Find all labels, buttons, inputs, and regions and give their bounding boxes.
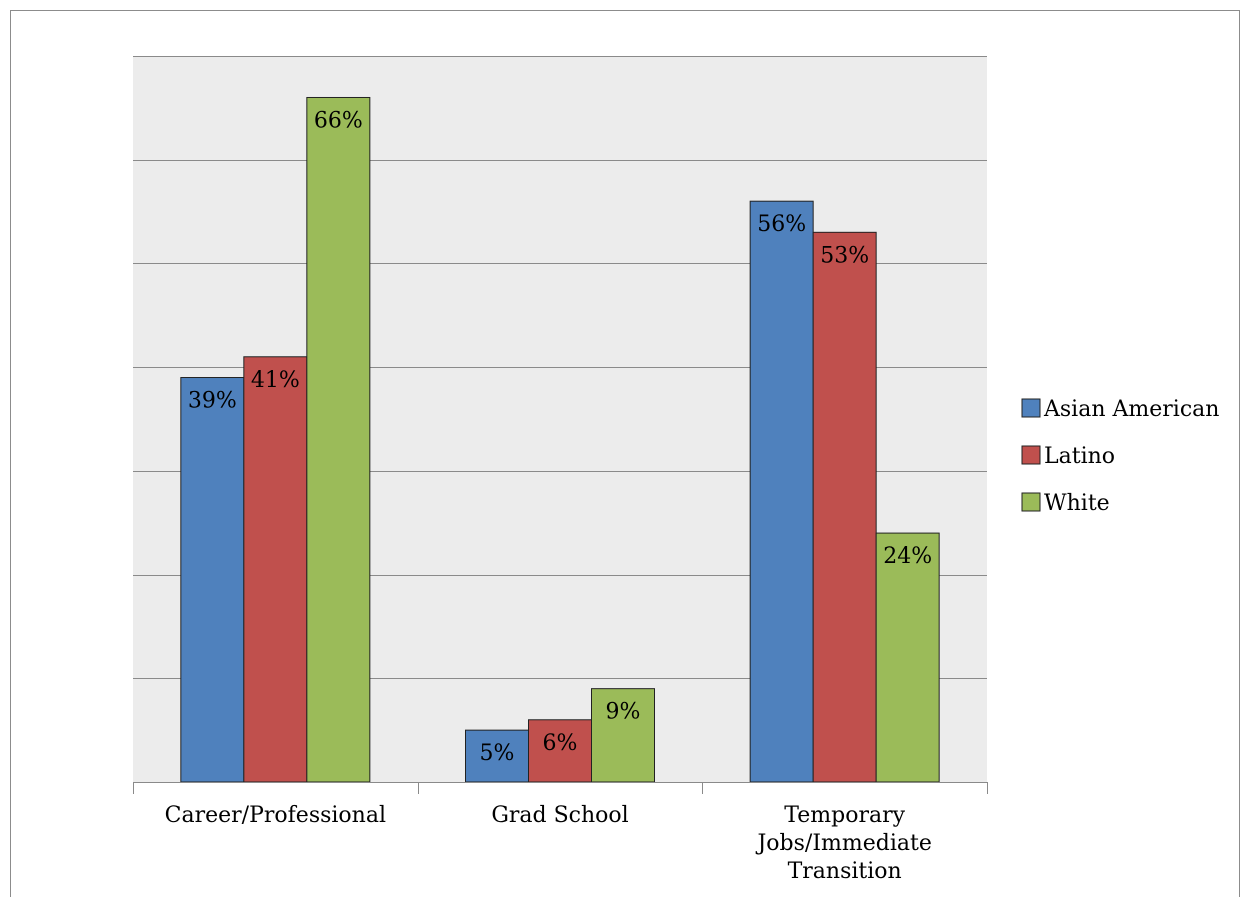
data-label: 56% bbox=[757, 212, 806, 237]
data-label: 41% bbox=[251, 368, 300, 393]
data-label: 9% bbox=[606, 700, 641, 725]
x-tick-label: Temporary Jobs/Immediate Transition bbox=[755, 803, 931, 884]
data-label: 66% bbox=[314, 108, 363, 133]
bar-white-1 bbox=[591, 688, 655, 783]
legend-swatch bbox=[1021, 492, 1041, 512]
data-label: 39% bbox=[188, 389, 237, 414]
bar-white-0 bbox=[306, 96, 371, 783]
bar-asian-american-0 bbox=[180, 377, 245, 783]
bar-latino-0 bbox=[243, 356, 308, 783]
data-label: 6% bbox=[543, 731, 578, 756]
legend-label: White bbox=[1044, 491, 1110, 516]
x-tick-label: Career/Professional bbox=[165, 803, 386, 828]
bars: 39% 5% 56% 41% 6% 53% 66% 9% 24% bbox=[180, 96, 940, 783]
bar-asian-american-1 bbox=[465, 729, 529, 783]
legend-swatch bbox=[1021, 445, 1041, 465]
bar-latino-2 bbox=[812, 231, 877, 783]
legend-swatch bbox=[1021, 398, 1041, 418]
data-label: 5% bbox=[480, 741, 515, 766]
legend-label: Asian American bbox=[1043, 397, 1219, 422]
data-label: 53% bbox=[820, 243, 869, 268]
bar-white-2 bbox=[875, 532, 940, 783]
legend: Asian American Latino White bbox=[1021, 397, 1219, 516]
bar-asian-american-2 bbox=[749, 200, 814, 783]
data-label: 24% bbox=[883, 544, 932, 569]
x-tick-label: Grad School bbox=[491, 803, 628, 828]
x-axis: Career/Professional Grad School Temporary J… bbox=[133, 782, 988, 884]
legend-label: Latino bbox=[1044, 444, 1115, 469]
bar-latino-1 bbox=[528, 719, 592, 783]
